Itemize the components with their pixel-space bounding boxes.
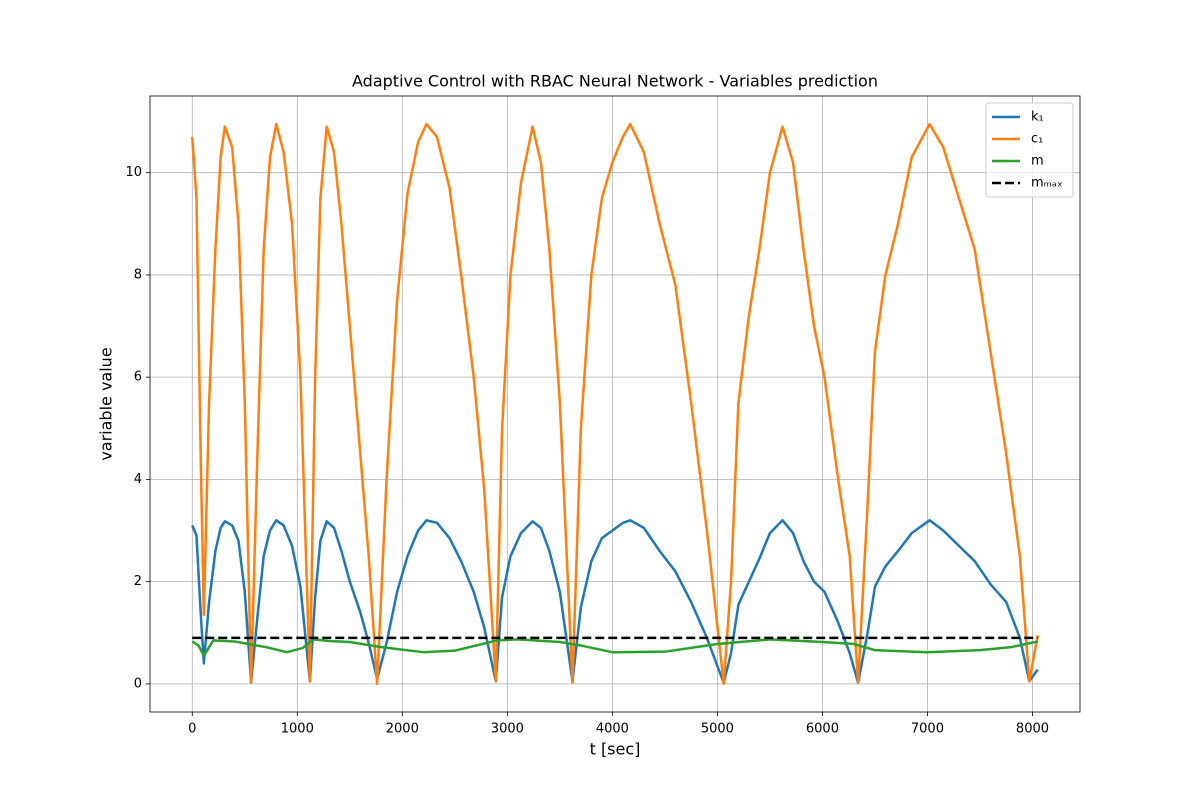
y-axis-label: variable value xyxy=(97,347,116,460)
legend-label: m xyxy=(1031,154,1044,169)
x-tick-label: 3000 xyxy=(491,722,524,737)
x-tick-label: 5000 xyxy=(701,722,734,737)
legend: k₁ c₁ m mₘₐₓ xyxy=(985,102,1074,198)
legend-label: c₁ xyxy=(1031,132,1043,147)
legend-label: k₁ xyxy=(1031,110,1044,125)
y-tick-label: 6 xyxy=(134,370,142,385)
legend-label: mₘₐₓ xyxy=(1031,176,1063,191)
series-line xyxy=(191,519,1039,685)
x-tick-label: 6000 xyxy=(806,722,839,737)
x-tick-label: 8000 xyxy=(1016,722,1049,737)
x-axis-label: t [sec] xyxy=(590,740,641,759)
x-tick-label: 7000 xyxy=(911,722,944,737)
y-tick-label: 10 xyxy=(125,165,142,180)
x-tick-label: 1000 xyxy=(281,722,314,737)
y-tick-label: 2 xyxy=(134,574,142,589)
series-line xyxy=(191,122,1039,686)
legend-box xyxy=(985,102,1074,198)
chart-title: Adaptive Control with RBAC Neural Networ… xyxy=(352,72,878,91)
x-tick-label: 2000 xyxy=(386,722,419,737)
series-line xyxy=(191,638,1038,658)
grid-layer xyxy=(150,96,1080,712)
plot-lines xyxy=(191,122,1039,686)
y-tick-label: 0 xyxy=(134,676,142,691)
x-tick-label: 4000 xyxy=(596,722,629,737)
x-tick-label: 0 xyxy=(188,722,196,737)
y-tick-label: 8 xyxy=(134,267,142,282)
plot-frame xyxy=(149,95,1081,713)
y-tick-label: 4 xyxy=(134,472,142,487)
